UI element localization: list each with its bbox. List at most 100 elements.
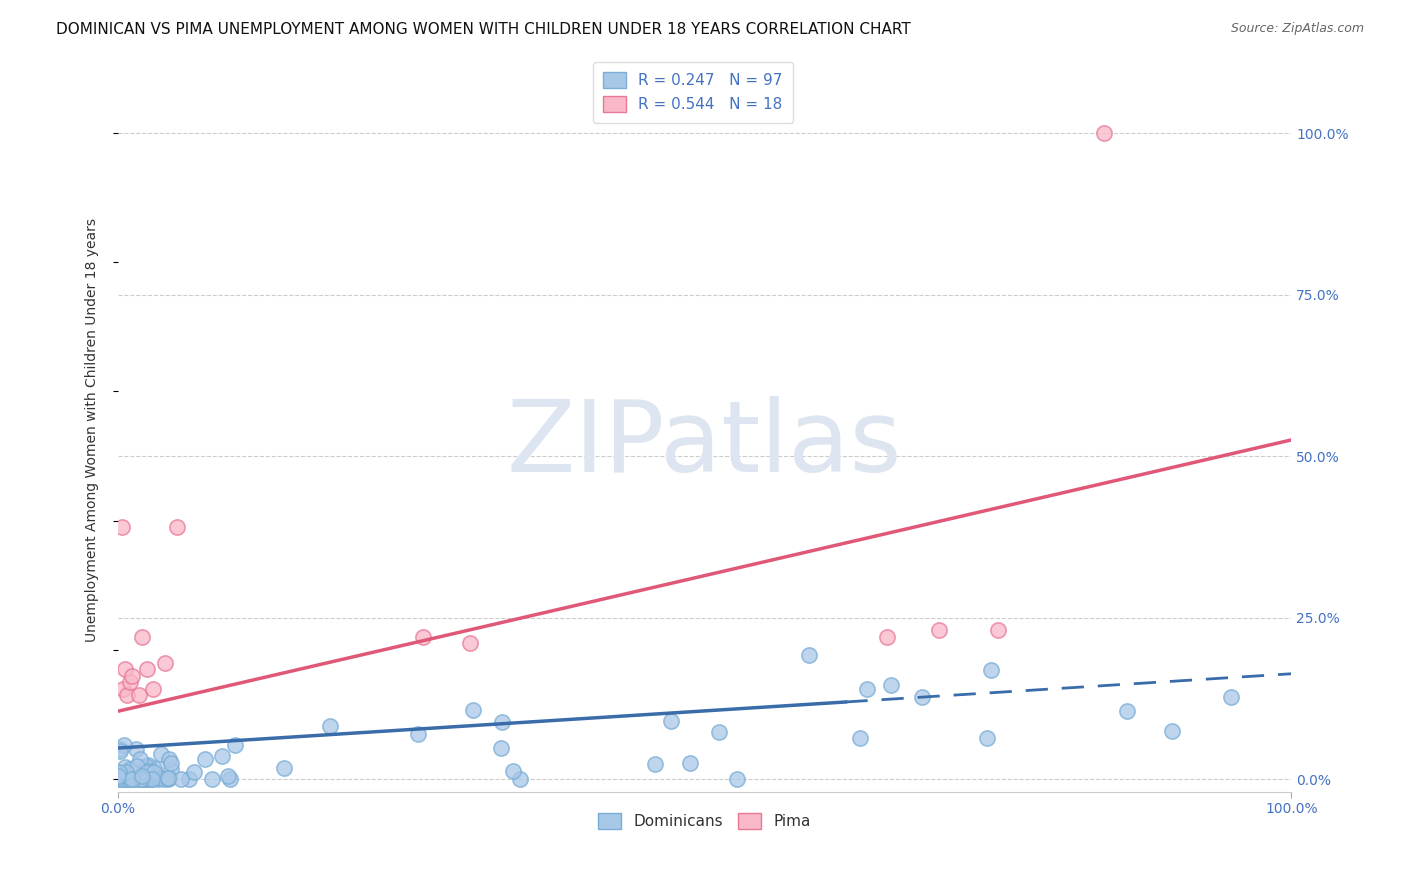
- Point: [117, 688, 139, 702]
- Point: [128, 772, 150, 786]
- Point: [876, 630, 898, 644]
- Point: [108, 772, 131, 786]
- Point: [1092, 126, 1115, 140]
- Legend: Dominicans, Pima: Dominicans, Pima: [592, 806, 817, 835]
- Point: [121, 772, 143, 786]
- Point: [976, 731, 998, 745]
- Point: [124, 772, 146, 786]
- Point: [120, 772, 142, 786]
- Point: [679, 756, 702, 771]
- Point: [928, 624, 950, 638]
- Point: [110, 772, 132, 786]
- Point: [141, 772, 163, 786]
- Point: [153, 656, 176, 670]
- Point: [160, 762, 183, 776]
- Point: [135, 765, 157, 780]
- Point: [136, 758, 159, 772]
- Point: [121, 772, 143, 786]
- Point: [980, 663, 1002, 677]
- Point: [112, 772, 135, 786]
- Point: [491, 715, 513, 730]
- Point: [644, 757, 666, 772]
- Point: [118, 772, 141, 786]
- Point: [1115, 704, 1137, 718]
- Point: [135, 764, 157, 779]
- Text: DOMINICAN VS PIMA UNEMPLOYMENT AMONG WOMEN WITH CHILDREN UNDER 18 YEARS CORRELAT: DOMINICAN VS PIMA UNEMPLOYMENT AMONG WOM…: [56, 22, 911, 37]
- Point: [157, 772, 180, 786]
- Point: [160, 756, 183, 771]
- Point: [107, 770, 129, 784]
- Point: [149, 771, 172, 785]
- Point: [319, 719, 342, 733]
- Point: [108, 772, 131, 786]
- Point: [273, 761, 295, 775]
- Point: [108, 765, 131, 780]
- Point: [849, 731, 872, 745]
- Point: [134, 763, 156, 777]
- Point: [157, 752, 180, 766]
- Point: [110, 772, 132, 786]
- Point: [211, 748, 233, 763]
- Point: [153, 772, 176, 786]
- Point: [146, 772, 169, 786]
- Point: [183, 765, 205, 780]
- Point: [135, 759, 157, 773]
- Point: [135, 772, 157, 786]
- Point: [406, 727, 429, 741]
- Point: [987, 624, 1010, 638]
- Point: [112, 738, 135, 752]
- Point: [170, 772, 193, 786]
- Point: [194, 752, 217, 766]
- Point: [110, 520, 132, 534]
- Point: [108, 765, 131, 780]
- Point: [108, 772, 131, 786]
- Point: [117, 772, 139, 786]
- Point: [725, 772, 748, 786]
- Point: [143, 765, 166, 780]
- Point: [217, 769, 239, 783]
- Point: [880, 677, 903, 691]
- Point: [125, 742, 148, 756]
- Point: [157, 771, 180, 785]
- Point: [201, 772, 224, 786]
- Point: [128, 772, 150, 786]
- Point: [166, 520, 188, 534]
- Point: [458, 636, 481, 650]
- Point: [114, 662, 136, 676]
- Text: ZIPatlas: ZIPatlas: [508, 396, 903, 493]
- Point: [108, 744, 131, 758]
- Point: [114, 760, 136, 774]
- Point: [110, 767, 132, 781]
- Point: [489, 741, 512, 756]
- Point: [132, 772, 155, 786]
- Point: [131, 769, 153, 783]
- Point: [911, 690, 934, 704]
- Point: [797, 648, 820, 662]
- Point: [131, 772, 153, 786]
- Point: [150, 747, 173, 761]
- Point: [129, 751, 152, 765]
- Point: [142, 681, 165, 696]
- Point: [112, 772, 135, 786]
- Point: [125, 759, 148, 773]
- Point: [108, 742, 131, 756]
- Point: [135, 772, 157, 786]
- Point: [136, 764, 159, 779]
- Point: [157, 772, 180, 786]
- Point: [111, 681, 134, 696]
- Point: [463, 702, 485, 716]
- Point: [218, 772, 240, 786]
- Point: [139, 764, 162, 778]
- Point: [136, 662, 159, 676]
- Point: [142, 761, 165, 775]
- Point: [110, 772, 132, 786]
- Point: [114, 772, 136, 786]
- Point: [659, 714, 682, 729]
- Point: [120, 772, 142, 786]
- Point: [107, 769, 129, 783]
- Point: [128, 688, 150, 702]
- Point: [131, 630, 153, 644]
- Point: [112, 772, 135, 786]
- Point: [502, 764, 524, 779]
- Text: Source: ZipAtlas.com: Source: ZipAtlas.com: [1230, 22, 1364, 36]
